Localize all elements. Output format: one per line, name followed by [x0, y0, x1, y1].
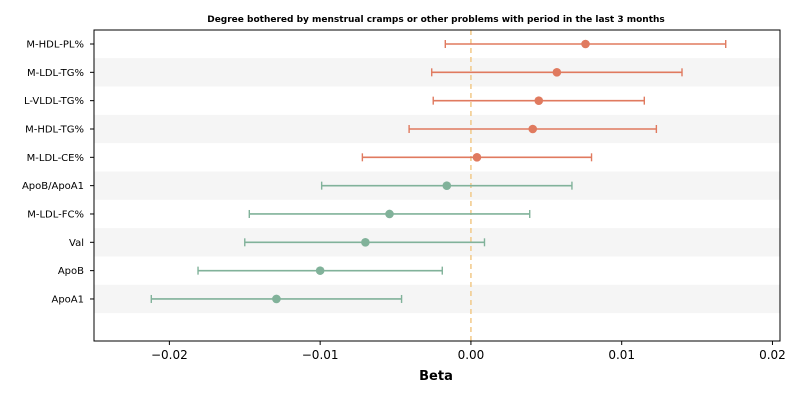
y-tick-label: M-LDL-CE% — [27, 153, 84, 164]
x-tick-label: 0.01 — [608, 348, 635, 362]
y-tick-label: L-VLDL-TG% — [24, 96, 84, 107]
y-tick-label: M-HDL-TG% — [25, 124, 84, 135]
plot-frame — [93, 29, 781, 342]
estimate-row — [361, 153, 593, 162]
beta-point — [528, 124, 538, 134]
beta-point — [534, 96, 544, 105]
error-bars — [150, 39, 727, 304]
beta-point — [581, 39, 590, 49]
estimate-row — [244, 238, 486, 247]
estimate-row — [432, 96, 646, 105]
y-tick-label: M-LDL-TG% — [27, 68, 84, 79]
x-tick-label: 0.02 — [759, 348, 786, 362]
x-tick-label: −0.01 — [302, 348, 339, 362]
estimate-row — [444, 39, 727, 49]
y-tick-label: ApoB — [58, 266, 84, 277]
beta-point — [442, 181, 452, 190]
estimate-row — [431, 68, 683, 77]
beta-point — [385, 209, 394, 219]
y-axis-labels: M-HDL-PL% M-LDL-TG% L-VLDL-TG% M-HDL-TG% M-L… — [22, 40, 94, 305]
x-axis-label: Beta — [419, 369, 453, 384]
y-tick-label: Val — [69, 238, 84, 249]
beta-point — [552, 68, 562, 77]
x-axis: −0.02 −0.01 0.00 0.01 0.02 — [151, 341, 786, 362]
y-tick-label: ApoB/ApoA1 — [22, 181, 84, 192]
y-tick-label: M-HDL-PL% — [26, 40, 84, 51]
estimate-row — [150, 294, 403, 304]
estimate-row — [197, 266, 443, 275]
x-tick-label: 0.00 — [458, 348, 485, 362]
y-tick-label: M-LDL-FC% — [27, 209, 84, 220]
beta-point — [272, 294, 281, 304]
y-tick-label: ApoA1 — [51, 294, 84, 305]
beta-point — [361, 238, 370, 247]
chart-title: Degree bothered by menstrual cramps or o… — [207, 15, 665, 25]
x-tick-label: −0.02 — [151, 348, 188, 362]
estimate-row — [320, 181, 573, 190]
beta-point — [472, 153, 482, 162]
beta-point — [315, 266, 325, 275]
estimate-row — [248, 209, 531, 219]
estimate-row — [408, 124, 658, 134]
